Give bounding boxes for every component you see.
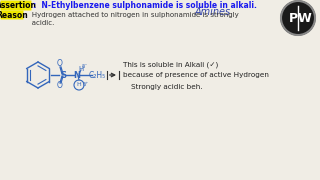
Text: Reason: Reason (0, 10, 28, 19)
Text: because of presence of active Hydrogen: because of presence of active Hydrogen (123, 72, 269, 78)
Text: Amines: Amines (195, 7, 231, 17)
Text: δ⁺: δ⁺ (83, 82, 89, 87)
Text: N: N (74, 71, 81, 80)
Text: C₂H₅: C₂H₅ (88, 71, 106, 80)
Text: W: W (297, 12, 311, 24)
Circle shape (281, 1, 315, 35)
Text: This is soluble in Alkali (✓): This is soluble in Alkali (✓) (123, 61, 218, 68)
Text: Assertion: Assertion (0, 1, 36, 10)
Text: O: O (57, 60, 63, 69)
Text: H: H (78, 66, 84, 72)
Text: Strongly acidic beh.: Strongly acidic beh. (131, 84, 203, 90)
Text: O: O (57, 82, 63, 91)
Text: S: S (60, 71, 66, 80)
Text: δ⁻: δ⁻ (82, 64, 88, 69)
FancyBboxPatch shape (1, 1, 31, 10)
Text: :  Hydrogen attached to nitrogen in sulphonamide is strongly
   acidic.: : Hydrogen attached to nitrogen in sulph… (25, 12, 239, 26)
FancyBboxPatch shape (1, 10, 23, 19)
Text: P: P (288, 12, 298, 24)
Text: H: H (76, 82, 81, 87)
Text: :  N-Ethylbenzene sulphonamide is soluble in alkali.: : N-Ethylbenzene sulphonamide is soluble… (33, 1, 257, 10)
